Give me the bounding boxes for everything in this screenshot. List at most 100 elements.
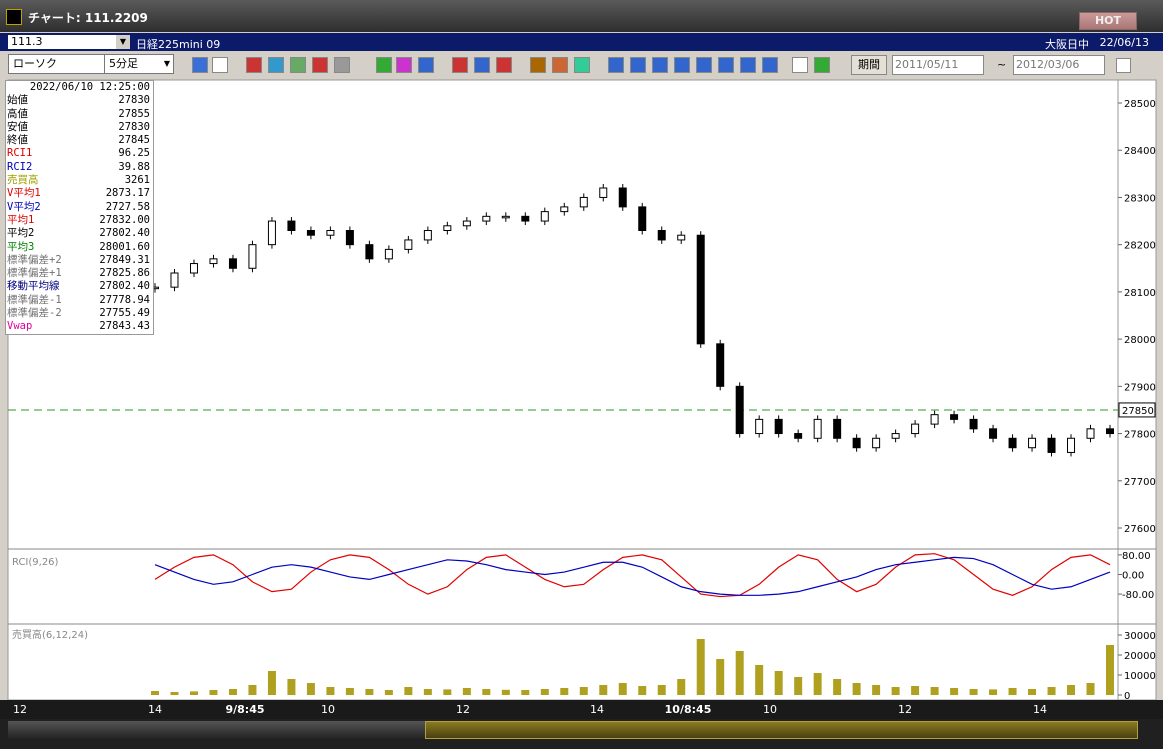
- from-date[interactable]: 2011/05/11: [892, 55, 984, 75]
- info-value: 27855: [118, 107, 150, 120]
- toolbar-icon: [630, 57, 646, 73]
- candle-body: [774, 418, 783, 435]
- info-row: 平均1 27832.00: [6, 214, 153, 227]
- x-tick-label: 12: [456, 703, 470, 716]
- checkbox[interactable]: [1116, 58, 1131, 73]
- hot-button[interactable]: HOT: [1079, 12, 1137, 30]
- candle-body: [1028, 437, 1037, 449]
- candle-body: [540, 211, 549, 222]
- chart: 27600 27700 27800 27900 28000 28100 28200 28300…: [0, 79, 1163, 719]
- info-row: 始値 27830: [6, 94, 153, 107]
- interval-select[interactable]: 5分足 ▼: [104, 54, 174, 74]
- volume-bar: [482, 689, 491, 695]
- info-row: RCI1 96.25: [6, 147, 153, 160]
- x-tick-label: 12: [898, 703, 912, 716]
- volume-bar: [540, 689, 549, 695]
- to-date[interactable]: 2012/03/06: [1013, 55, 1105, 75]
- candle-body: [1106, 428, 1114, 435]
- candle-body: [1008, 437, 1017, 449]
- toolbar-icon: [192, 57, 208, 73]
- volume-bar: [443, 689, 452, 695]
- candle-body: [599, 187, 608, 198]
- y-tick-label: 80.00: [1122, 551, 1151, 562]
- toolbar: ローソク▼ 5分足▼ 期間 2011/05/11 ~ 2012/03/06: [0, 52, 1163, 78]
- volume-bar: [1106, 645, 1114, 695]
- candle-body: [462, 220, 471, 227]
- candle-body: [1086, 428, 1095, 439]
- volume-bar: [306, 683, 315, 695]
- interval: 5分足: [109, 57, 138, 70]
- info-label: V平均1: [7, 187, 41, 200]
- candle-body: [384, 248, 393, 260]
- toolbar-icon: [740, 57, 756, 73]
- volume-bar: [326, 687, 335, 695]
- candle-body: [696, 234, 705, 345]
- toolbar-icon: [792, 57, 808, 73]
- axis-background: [1117, 79, 1157, 701]
- candle-body: [521, 215, 530, 222]
- volume-bar: [1086, 683, 1095, 695]
- y-tick-label: 28200: [1124, 241, 1156, 252]
- candle-body: [657, 230, 666, 241]
- volume-bar: [1067, 685, 1076, 695]
- toolbar-icon: [552, 57, 568, 73]
- info-row: 安値 27830: [6, 121, 153, 134]
- x-tick-label: 10/8:45: [665, 703, 712, 716]
- candle-body: [345, 230, 354, 246]
- period-button[interactable]: 期間: [851, 55, 887, 75]
- candle-body: [326, 230, 335, 236]
- toolbar-icon: [376, 57, 392, 73]
- toolbar-icon: [574, 57, 590, 73]
- info-row: 移動平均線 27802.40: [6, 280, 153, 293]
- info-value: 27802.40: [99, 227, 150, 240]
- info-value: 27778.94: [99, 293, 150, 306]
- candle-body: [833, 418, 842, 439]
- candle-body: [969, 418, 978, 430]
- toolbar-icon: [246, 57, 262, 73]
- toolbar-icon: [652, 57, 668, 73]
- last-price-label: 27850: [1122, 406, 1154, 417]
- candle-body: [267, 220, 276, 246]
- volume-bar: [833, 679, 842, 695]
- volume-bar: [872, 685, 881, 695]
- volume-bar: [677, 679, 686, 695]
- volume-bar: [852, 683, 861, 695]
- info-label: 平均2: [7, 227, 35, 240]
- x-tick-label: 10: [763, 703, 777, 716]
- volume-bar: [209, 690, 218, 695]
- info-value: 28001.60: [99, 240, 150, 253]
- volume-bar: [891, 687, 900, 695]
- info-value: 2873.17: [105, 187, 150, 200]
- candle-body: [950, 414, 959, 420]
- volume-bar: [813, 673, 822, 695]
- info-value: 3261: [124, 174, 150, 187]
- candle-body: [189, 263, 198, 274]
- range-separator: ~: [997, 58, 1007, 71]
- chart-type-select[interactable]: ローソク▼: [8, 54, 128, 74]
- y-tick-label: 28300: [1124, 193, 1156, 204]
- symbol-dropdown[interactable]: ▼: [116, 35, 130, 49]
- info-row: 標準偏差-1 27778.94: [6, 294, 153, 307]
- y-tick-label: 28000: [1124, 335, 1156, 346]
- info-label: Vwap: [7, 320, 33, 333]
- candle-body: [228, 258, 237, 269]
- symbol-code[interactable]: 111.3: [8, 35, 116, 49]
- info-time: 2022/06/10 12:25:00: [29, 81, 150, 93]
- x-tick-label: 14: [148, 703, 162, 716]
- scroll-thumb[interactable]: [425, 721, 1138, 739]
- volume-bar: [735, 651, 744, 695]
- volume-bar: [579, 687, 588, 695]
- info-label: 移動平均線: [7, 280, 60, 293]
- volume-bar: [267, 671, 276, 695]
- info-label: 安値: [7, 120, 28, 133]
- toolbar-icon: [268, 57, 284, 73]
- info-label: 高値: [7, 107, 28, 120]
- candle-body: [716, 343, 725, 387]
- info-row: 標準偏差+1 27825.86: [6, 267, 153, 280]
- candle-body: [248, 244, 257, 269]
- app-icon: [6, 9, 22, 25]
- date: 22/06/13: [1099, 36, 1149, 49]
- volume-bar: [1047, 687, 1056, 695]
- volume-bar: [755, 665, 764, 695]
- candle-body: [677, 234, 686, 241]
